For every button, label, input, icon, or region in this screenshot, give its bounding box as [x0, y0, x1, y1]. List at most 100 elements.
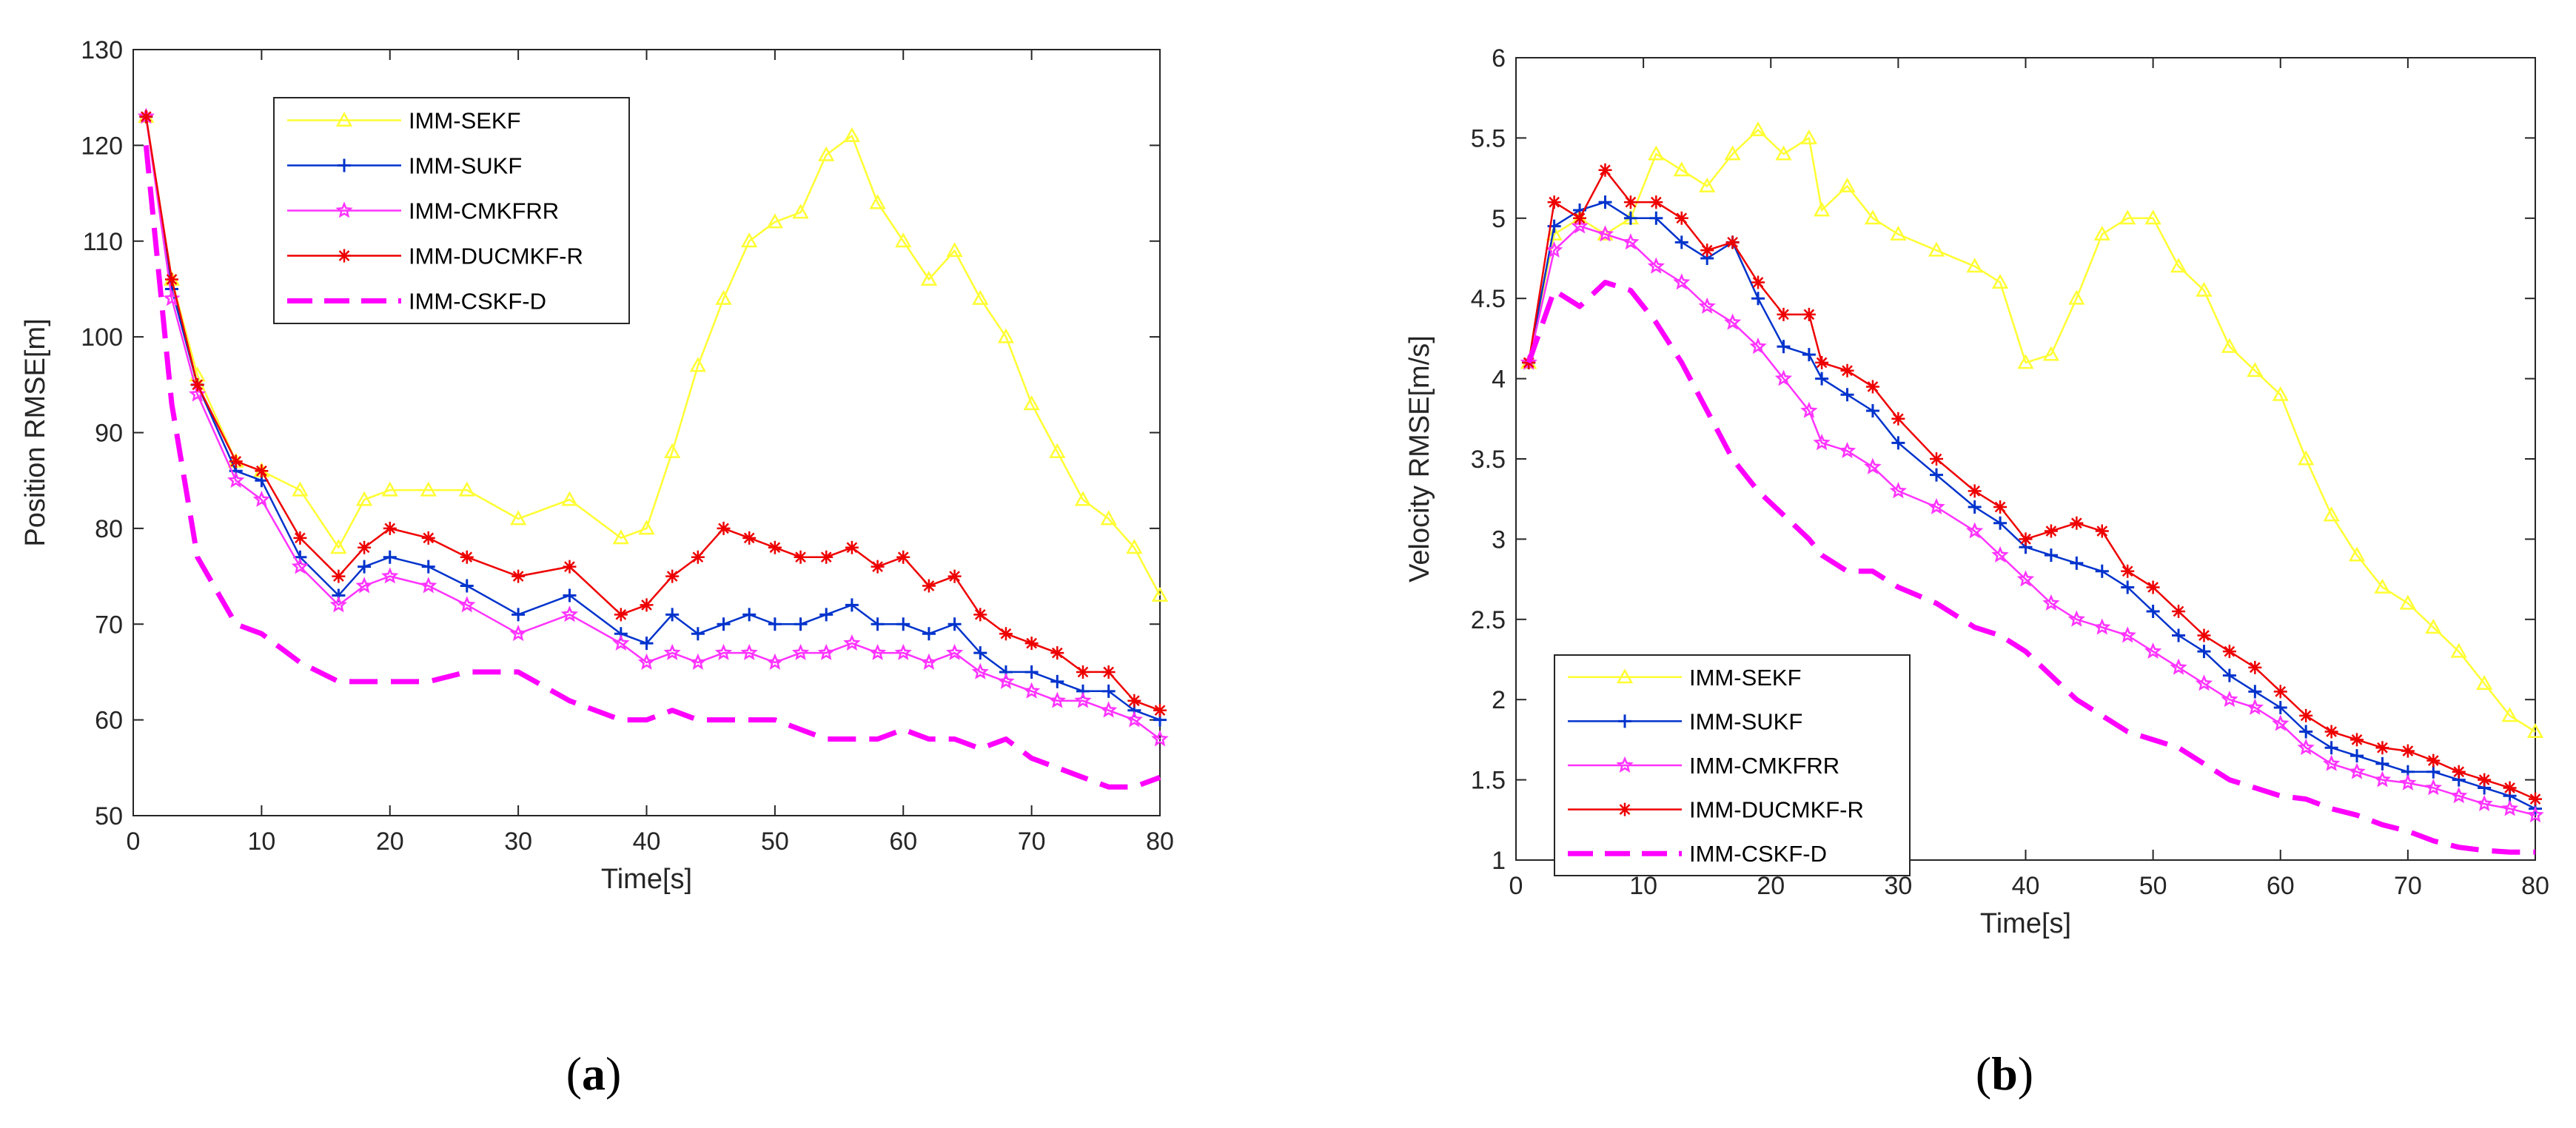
- y-tick-label-a-80: 80: [95, 515, 123, 543]
- point-b-imm-sukf-15: [1891, 436, 1905, 450]
- x-tick-label-a-30: 30: [504, 827, 532, 856]
- point-b-imm-sukf-12: [1815, 372, 1829, 386]
- line-b-imm-sukf: [1527, 201, 2536, 810]
- point-b-imm-sukf-9: [1751, 292, 1765, 306]
- point-a-imm-sukf-20: [794, 617, 808, 631]
- point-a-imm-sukf-32: [1101, 684, 1116, 698]
- point-b-imm-sekf-13: [1839, 177, 1856, 192]
- y-tick-label-b-4.5: 4.5: [1471, 285, 1506, 313]
- point-b-imm-ducmkf-r-1: [1547, 195, 1561, 209]
- y-tick-label-a-100: 100: [81, 323, 123, 352]
- point-a-imm-sekf-20: [792, 204, 809, 219]
- point-a-imm-sekf-21: [818, 146, 835, 161]
- point-a-imm-ducmkf-r-19: [768, 540, 782, 554]
- point-b-imm-cmkfrr-4: [1622, 233, 1640, 250]
- point-b-imm-sukf-27: [2222, 668, 2236, 682]
- series-a-imm-ducmkf-r: [139, 110, 1167, 717]
- point-b-imm-sekf-16: [1928, 241, 1945, 257]
- point-a-imm-cmkfrr-6: [329, 596, 348, 613]
- legend-marker-b-2: [1616, 756, 1634, 773]
- point-b-imm-sekf-39: [2526, 722, 2544, 739]
- point-a-imm-sekf-16: [689, 357, 706, 372]
- point-a-imm-sekf-31: [1074, 491, 1092, 506]
- point-a-imm-sekf-7: [355, 491, 373, 506]
- point-a-imm-cmkfrr-5: [291, 557, 309, 574]
- point-b-imm-cmkfrr-1: [1545, 241, 1563, 258]
- point-a-imm-ducmkf-r-16: [691, 550, 705, 564]
- point-b-imm-ducmkf-r-11: [1802, 307, 1816, 321]
- y-tick-label-a-50: 50: [95, 802, 123, 830]
- point-a-imm-ducmkf-r-18: [742, 531, 757, 545]
- point-a-imm-sukf-25: [922, 627, 936, 641]
- point-b-imm-ducmkf-r-18: [1993, 500, 2008, 514]
- point-b-imm-cmkfrr-21: [2067, 610, 2085, 627]
- point-b-imm-ducmkf-r-14: [1865, 380, 1879, 394]
- point-b-imm-ducmkf-r-12: [1815, 355, 1829, 369]
- line-b-imm-sekf: [1527, 129, 2536, 733]
- point-b-imm-sekf-23: [2119, 209, 2136, 225]
- y-tick-label-b-4: 4: [1492, 366, 1506, 394]
- point-b-imm-cmkfrr-32: [2348, 762, 2366, 779]
- y-tick-label-a-60: 60: [95, 707, 123, 735]
- chart-a-position-rmse: 0 10 20 30 40 50 60 70 80 50 60 70 80 90 100 110 120 130 T…: [20, 36, 1174, 895]
- point-a-imm-ducmkf-r-20: [794, 550, 808, 564]
- legend-a: IMM-SEKF IMM-SUKF IMM-CMKFRR IMM-DUCMKF-R IM…: [273, 97, 630, 324]
- point-b-imm-ducmkf-r-32: [2350, 733, 2364, 747]
- point-a-imm-sukf-30: [1050, 674, 1064, 688]
- x-tick-label-b-30: 30: [1884, 872, 1912, 900]
- point-b-imm-cmkfrr-29: [2272, 714, 2290, 731]
- point-b-imm-cmkfrr-5: [1647, 257, 1666, 274]
- point-b-imm-ducmkf-r-6: [1674, 211, 1688, 225]
- point-a-imm-ducmkf-r-3: [229, 454, 243, 469]
- x-tick-label-b-20: 20: [1757, 872, 1785, 900]
- legend-label-b-0: IMM-SEKF: [1689, 665, 1802, 691]
- line-a-imm-sekf: [145, 116, 1161, 596]
- point-b-imm-ducmkf-r-2: [1573, 211, 1587, 225]
- point-a-imm-cmkfrr-26: [945, 643, 964, 660]
- y-tick-label-b-5.5: 5.5: [1471, 124, 1506, 152]
- point-b-imm-sekf-11: [1800, 129, 1818, 144]
- point-b-imm-sukf-20: [2044, 548, 2058, 563]
- point-b-imm-sekf-21: [2068, 289, 2085, 305]
- point-a-imm-ducmkf-r-29: [1024, 637, 1039, 651]
- legend-label-a-0: IMM-SEKF: [409, 108, 521, 134]
- point-a-imm-sekf-23: [869, 194, 886, 209]
- point-b-imm-cmkfrr-22: [2093, 618, 2111, 635]
- legend-label-b-3: IMM-DUCMKF-R: [1689, 797, 1864, 823]
- point-a-imm-sekf-28: [997, 328, 1015, 343]
- point-b-imm-ducmkf-r-16: [1930, 452, 1944, 466]
- point-a-imm-ducmkf-r-0: [139, 110, 153, 124]
- legend-marker-a-2: [335, 201, 353, 218]
- point-b-imm-sekf-14: [1864, 209, 1882, 225]
- point-b-imm-sekf-24: [2144, 209, 2161, 225]
- point-b-imm-sukf-17: [1968, 500, 1982, 514]
- point-b-imm-cmkfrr-12: [1813, 434, 1831, 451]
- point-b-imm-sukf-21: [2070, 556, 2084, 570]
- point-a-imm-sekf-25: [920, 270, 938, 286]
- point-b-imm-ducmkf-r-35: [2426, 753, 2441, 768]
- point-b-imm-ducmkf-r-9: [1751, 275, 1765, 289]
- series-a-imm-sukf: [139, 110, 1167, 727]
- point-a-imm-ducmkf-r-7: [358, 540, 372, 554]
- point-a-imm-cmkfrr-20: [791, 643, 810, 660]
- point-b-imm-cmkfrr-33: [2373, 771, 2392, 788]
- point-b-imm-sekf-9: [1749, 121, 1767, 137]
- line-b-imm-cmkfrr: [1527, 225, 2536, 816]
- point-b-imm-cmkfrr-8: [1724, 313, 1742, 330]
- legend-marker-a-3: [338, 249, 351, 263]
- point-a-imm-cmkfrr-8: [381, 567, 399, 584]
- point-a-imm-sekf-19: [766, 213, 783, 229]
- point-b-imm-ducmkf-r-33: [2375, 741, 2389, 755]
- point-b-imm-sekf-20: [2042, 346, 2060, 361]
- y-tick-label-b-1.5: 1.5: [1471, 767, 1506, 795]
- point-a-imm-ducmkf-r-8: [383, 521, 397, 535]
- legend-label-b-2: IMM-CMKFRR: [1689, 753, 1839, 779]
- x-tick-label-a-10: 10: [247, 827, 275, 856]
- point-b-imm-ducmkf-r-25: [2172, 604, 2186, 618]
- point-a-imm-cmkfrr-34: [1151, 730, 1169, 747]
- point-b-imm-sukf-28: [2248, 685, 2262, 699]
- point-b-imm-ducmkf-r-30: [2299, 708, 2313, 722]
- point-a-imm-cmkfrr-33: [1125, 711, 1143, 728]
- point-a-imm-ducmkf-r-32: [1101, 665, 1116, 679]
- series-b-imm-ducmkf-r: [1522, 163, 2542, 806]
